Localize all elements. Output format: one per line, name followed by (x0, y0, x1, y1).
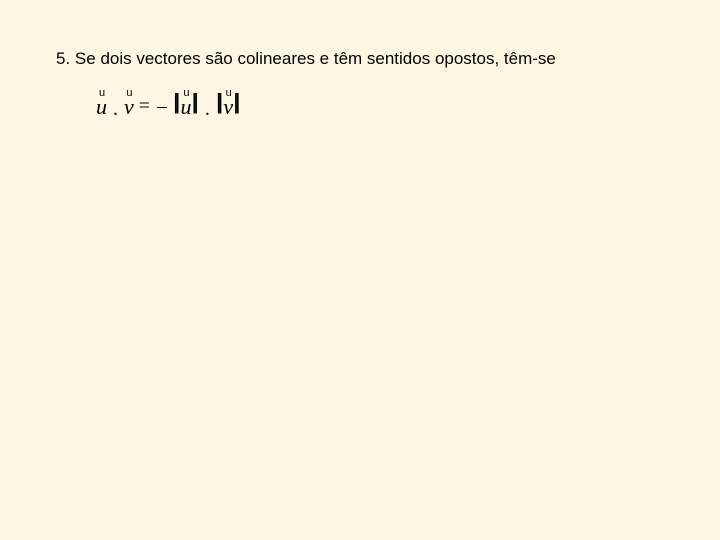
dot-operator: . (113, 99, 118, 119)
vector-v-left: u v (124, 88, 134, 118)
equals-minus: = – (139, 96, 168, 116)
norm-v: || u v || (216, 88, 241, 118)
var-u: u (180, 96, 191, 118)
var-u: u (96, 96, 107, 118)
norm-bar-icon: || (233, 91, 240, 121)
page: 5. Se dois vectores são colineares e têm… (0, 0, 720, 540)
var-v: v (124, 96, 134, 118)
vector-v-norm: u v (223, 88, 233, 118)
norm-bar-icon: || (216, 91, 223, 121)
norm-bar-icon: || (173, 91, 180, 121)
item-number: 5. (56, 49, 70, 68)
vector-u-left: u u (96, 88, 107, 118)
norm-u: || u u || (173, 88, 199, 118)
item-text: Se dois vectores são colineares e têm se… (75, 49, 556, 68)
center-dot: . (205, 99, 210, 119)
vector-u-norm: u u (180, 88, 191, 118)
norm-bar-icon: || (191, 91, 198, 121)
var-v: v (223, 96, 233, 118)
formula: u u . u v = – || u u || . || u v || (96, 88, 720, 118)
statement-line: 5. Se dois vectores são colineares e têm… (56, 48, 720, 70)
